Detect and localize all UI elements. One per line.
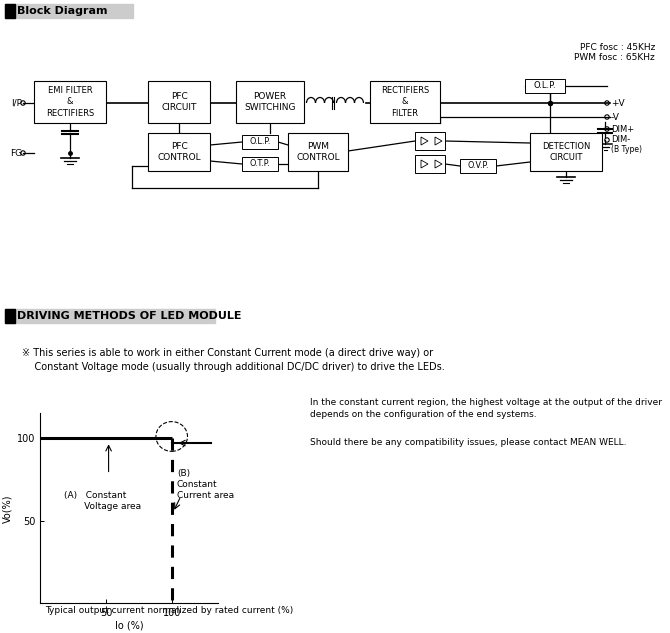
Text: In the constant current region, the highest voltage at the output of the driver
: In the constant current region, the high… bbox=[310, 398, 662, 419]
Text: DIM+: DIM+ bbox=[611, 125, 634, 134]
Text: ※ This series is able to work in either Constant Current mode (a direct drive wa: ※ This series is able to work in either … bbox=[22, 348, 445, 372]
Bar bbox=[370, 81, 440, 123]
Text: O.T.P.: O.T.P. bbox=[250, 160, 271, 168]
Text: (B Type): (B Type) bbox=[611, 144, 642, 153]
Text: PWM
CONTROL: PWM CONTROL bbox=[296, 142, 340, 162]
Y-axis label: Vo(%): Vo(%) bbox=[3, 494, 13, 523]
Text: (A)   Constant
       Voltage area: (A) Constant Voltage area bbox=[64, 491, 141, 511]
Text: FG: FG bbox=[10, 149, 22, 158]
Bar bbox=[242, 157, 278, 171]
Bar bbox=[415, 132, 445, 150]
Bar bbox=[5, 309, 215, 323]
Bar bbox=[288, 133, 348, 171]
Text: PFC
CONTROL: PFC CONTROL bbox=[157, 142, 201, 162]
Bar bbox=[242, 135, 278, 149]
Bar bbox=[525, 79, 565, 93]
Text: +V: +V bbox=[611, 99, 624, 108]
Text: O.L.P.: O.L.P. bbox=[249, 137, 271, 146]
Bar bbox=[148, 133, 210, 171]
Text: I/P: I/P bbox=[11, 99, 22, 108]
Text: PFC fosc : 45KHz
PWM fosc : 65KHz: PFC fosc : 45KHz PWM fosc : 65KHz bbox=[574, 43, 655, 63]
Text: PFC
CIRCUIT: PFC CIRCUIT bbox=[161, 92, 197, 112]
Text: -V: -V bbox=[611, 113, 620, 122]
X-axis label: Io (%): Io (%) bbox=[115, 621, 143, 631]
Text: DIM-: DIM- bbox=[611, 135, 630, 144]
Bar bbox=[34, 81, 106, 123]
Text: DETECTION
CIRCUIT: DETECTION CIRCUIT bbox=[542, 142, 590, 162]
Text: DRIVING METHODS OF LED MODULE: DRIVING METHODS OF LED MODULE bbox=[17, 311, 241, 321]
Text: O.V.P.: O.V.P. bbox=[467, 161, 488, 170]
Text: Block Diagram: Block Diagram bbox=[17, 6, 107, 16]
Bar bbox=[415, 155, 445, 173]
Text: POWER
SWITCHING: POWER SWITCHING bbox=[245, 92, 295, 112]
Bar bbox=[530, 133, 602, 171]
Text: (B)
Constant
Current area: (B) Constant Current area bbox=[177, 469, 234, 500]
Bar bbox=[148, 81, 210, 123]
Text: RECTIFIERS
&
FILTER: RECTIFIERS & FILTER bbox=[381, 86, 429, 118]
Text: O.L.P.: O.L.P. bbox=[534, 82, 556, 91]
Text: Should there be any compatibility issues, please contact MEAN WELL.: Should there be any compatibility issues… bbox=[310, 438, 626, 447]
Bar bbox=[5, 309, 15, 323]
Text: EMI FILTER
&
RECTIFIERS: EMI FILTER & RECTIFIERS bbox=[46, 86, 94, 118]
Text: Typical output current normalized by rated current (%): Typical output current normalized by rat… bbox=[45, 606, 293, 615]
Bar bbox=[460, 159, 496, 173]
Bar bbox=[5, 4, 15, 18]
Bar bbox=[5, 4, 133, 18]
Bar bbox=[236, 81, 304, 123]
